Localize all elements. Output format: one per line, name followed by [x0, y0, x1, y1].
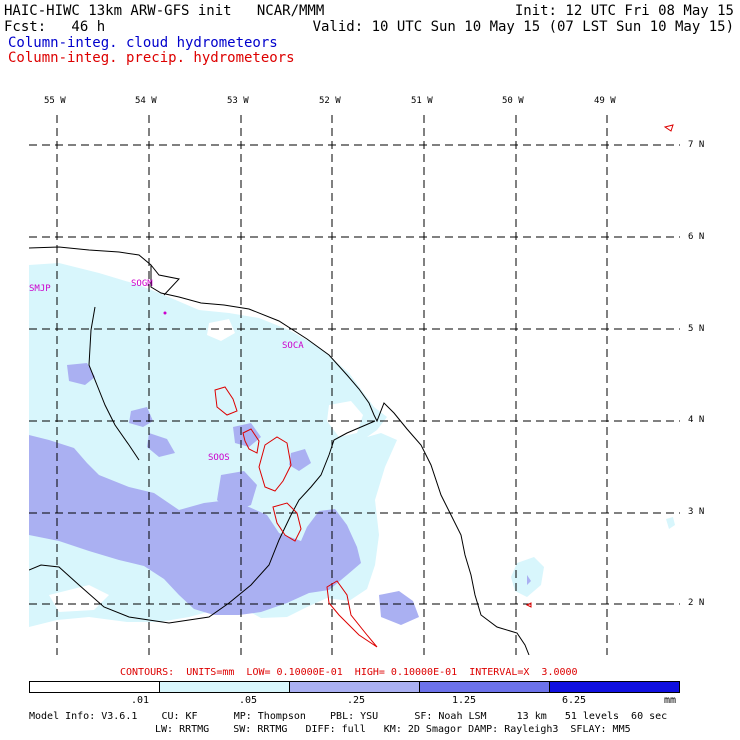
- scale-label-3: 1.25: [452, 695, 477, 706]
- forecast-hour: Fcst: 46 h: [4, 19, 106, 35]
- station-label-soos: SOOS: [208, 453, 230, 463]
- lon-label-50w: 50 W: [502, 96, 524, 106]
- scale-label-1: .05: [239, 695, 258, 706]
- legend-cloud-hydrometeors: Column-integ. cloud hydrometeors: [8, 35, 278, 51]
- legend-precip-hydrometeors: Column-integ. precip. hydrometeors: [8, 50, 295, 66]
- lon-label-55w: 55 W: [44, 96, 66, 106]
- station-label-smjp: SMJP: [29, 284, 51, 294]
- lon-label-51w: 51 W: [411, 96, 433, 106]
- lat-label-3n: 3 N: [688, 507, 705, 517]
- lon-label-53w: 53 W: [227, 96, 249, 106]
- contour-info: CONTOURS: UNITS=mm LOW= 0.10000E-01 HIGH…: [120, 667, 578, 678]
- precip-contours: [214, 124, 674, 648]
- init-time: Init: 12 UTC Fri 08 May 15: [514, 3, 734, 19]
- model-info-line1: Model Info: V3.6.1 CU: KF MP: Thompson P…: [29, 711, 668, 722]
- cloud-hydrometeor-field-mid: [29, 363, 531, 625]
- station-label-sogm: SOGM: [131, 279, 153, 289]
- station-label-soca: SOCA: [282, 341, 304, 351]
- color-scale-segment-0: [30, 682, 160, 692]
- color-scale-segment-1: [160, 682, 290, 692]
- lat-label-6n: 6 N: [688, 232, 705, 242]
- station-marker: [163, 311, 167, 315]
- forecast-map: [29, 115, 680, 655]
- lon-label-49w: 49 W: [594, 96, 616, 106]
- graticule: [29, 115, 680, 655]
- scale-units: mm: [664, 695, 677, 706]
- scale-label-0: .01: [131, 695, 150, 706]
- color-scale-segment-2: [290, 682, 420, 692]
- scale-label-2: .25: [347, 695, 366, 706]
- color-scale-segment-3: [420, 682, 550, 692]
- lat-label-5n: 5 N: [688, 324, 705, 334]
- lat-label-7n: 7 N: [688, 140, 705, 150]
- color-scale-segment-4: [550, 682, 679, 692]
- valid-time: Valid: 10 UTC Sun 10 May 15 (07 LST Sun …: [312, 19, 734, 35]
- color-scale-bar: [29, 681, 680, 693]
- scale-label-4: 6.25: [562, 695, 587, 706]
- lon-label-52w: 52 W: [319, 96, 341, 106]
- coastline: [29, 246, 530, 655]
- title: HAIC-HIWC 13km ARW-GFS init NCAR/MMM: [4, 3, 325, 19]
- cloud-field-gaps: [49, 319, 405, 612]
- lat-label-2n: 2 N: [688, 598, 705, 608]
- lon-label-54w: 54 W: [135, 96, 157, 106]
- lat-label-4n: 4 N: [688, 415, 705, 425]
- model-info-line2: LW: RRTMG SW: RRTMG DIFF: full KM: 2D Sm…: [155, 724, 631, 735]
